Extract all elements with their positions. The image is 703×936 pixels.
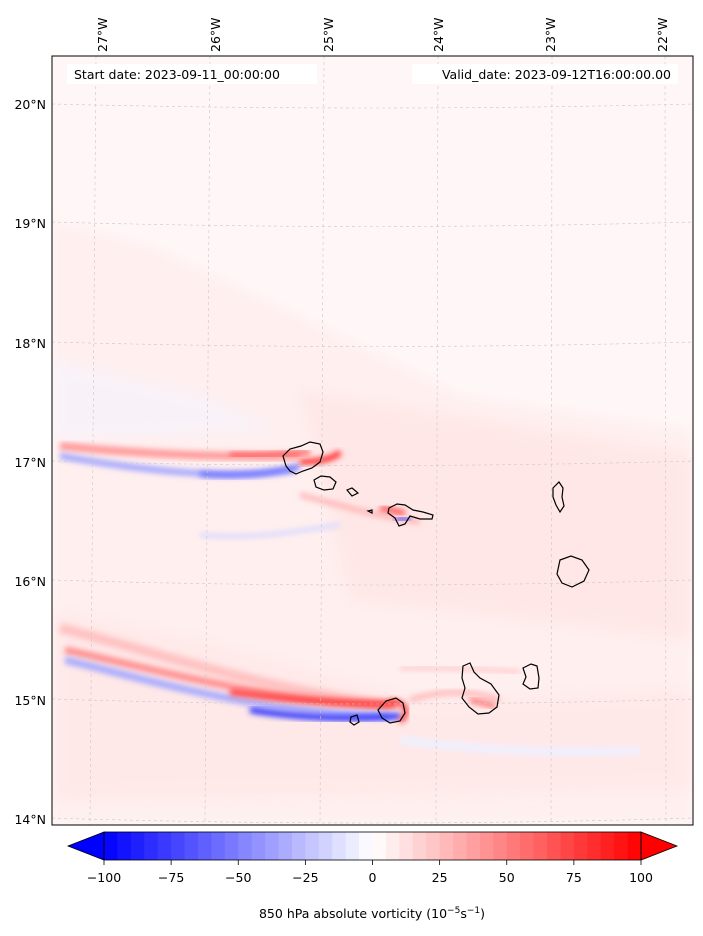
lat-tick: 18°N — [14, 336, 46, 351]
colorbar-segment — [533, 832, 548, 860]
lon-tick: 26°W — [208, 17, 223, 52]
colorbar-segment — [614, 832, 628, 860]
colorbar-segment — [372, 832, 387, 860]
colorbar-segment — [547, 832, 561, 860]
lat-tick: 17°N — [14, 455, 46, 470]
colorbar-segment — [144, 832, 159, 860]
colorbar-segment — [157, 832, 172, 860]
lon-tick: 24°W — [431, 17, 446, 52]
colorbar-segment — [291, 832, 306, 860]
island-santo-antao — [282, 441, 324, 475]
colorbar-segment — [345, 832, 360, 860]
colorbar-tick-label: −100 — [87, 870, 121, 885]
map-frame — [51, 55, 694, 826]
colorbar-segment — [184, 832, 199, 860]
colorbar-tick-label: −75 — [158, 870, 184, 885]
island-brava — [349, 714, 360, 726]
colorbar-segment — [385, 832, 400, 860]
lon-tick: 23°W — [543, 17, 558, 52]
colorbar-segment — [506, 832, 521, 860]
colorbar-segment — [560, 832, 575, 860]
island-sao-nicolau — [387, 503, 434, 527]
lat-tick: 19°N — [14, 216, 46, 231]
colorbar-segment — [453, 832, 467, 860]
island-maio — [522, 663, 540, 690]
lon-tick: 22°W — [655, 17, 670, 52]
colorbar-segment — [224, 832, 239, 860]
island-branco — [366, 509, 373, 514]
lon-tick: 27°W — [95, 17, 110, 52]
lat-tick: 14°N — [14, 812, 46, 827]
colorbar-segment — [359, 832, 373, 860]
island-sao-vicente — [313, 475, 337, 491]
colorbar: −100 −75 −50 −25 0 25 50 75 100 850 hPa absolute… — [66, 831, 679, 921]
colorbar-tick-label: 75 — [566, 870, 582, 885]
vorticity-field — [52, 220, 693, 825]
colorbar-segment — [211, 832, 226, 860]
colorbar-segment — [587, 832, 602, 860]
colorbar-segment — [399, 832, 414, 860]
start-date-label: Start date: 2023-09-11_00:00:00 — [74, 67, 280, 82]
colorbar-segment — [412, 832, 427, 860]
island-santa-luzia — [346, 487, 360, 497]
header-boxes: Start date: 2023-09-11_00:00:00 Valid_da… — [67, 64, 678, 84]
valid-date-label: Valid_date: 2023-09-12T16:00:00.00 — [442, 67, 671, 82]
colorbar-segment — [171, 832, 185, 860]
colorbar-segment — [318, 832, 333, 860]
colorbar-segment — [104, 832, 118, 860]
colorbar-segment — [466, 832, 481, 860]
colorbar-segment — [573, 832, 588, 860]
colorbar-segment — [493, 832, 508, 860]
colorbar-segments — [104, 832, 642, 860]
coastlines — [282, 441, 590, 726]
latitude-labels: 20°N 19°N 18°N 17°N 16°N 15°N 14°N — [14, 97, 46, 827]
colorbar-max-extend — [640, 831, 679, 861]
colorbar-segment — [278, 832, 293, 860]
colorbar-segment — [305, 832, 320, 860]
colorbar-segment — [332, 832, 347, 860]
colorbar-tick-label: 25 — [432, 870, 448, 885]
colorbar-label: 850 hPa absolute vorticity (10−5s−1) — [259, 906, 485, 921]
colorbar-segment — [600, 832, 615, 860]
lat-tick: 15°N — [14, 693, 46, 708]
colorbar-segment — [130, 832, 145, 860]
colorbar-segment — [238, 832, 253, 860]
island-santiago — [461, 662, 500, 715]
colorbar-segment — [197, 832, 212, 860]
colorbar-tick-label: 100 — [629, 870, 653, 885]
island-sal — [552, 481, 565, 514]
gridlines — [52, 56, 693, 825]
island-fogo — [377, 697, 406, 724]
colorbar-min-extend — [66, 831, 105, 861]
colorbar-segment — [479, 832, 494, 860]
colorbar-tick-label: −50 — [225, 870, 251, 885]
colorbar-ticks: −100 −75 −50 −25 0 25 50 75 100 — [87, 860, 653, 885]
colorbar-segment — [265, 832, 279, 860]
colorbar-segment — [627, 832, 642, 860]
colorbar-tick-label: 0 — [369, 870, 377, 885]
lon-tick: 25°W — [321, 17, 336, 52]
longitude-labels: 27°W 26°W 25°W 24°W 23°W 22°W — [95, 17, 670, 52]
lat-tick: 20°N — [14, 97, 46, 112]
colorbar-tick-label: −25 — [292, 870, 318, 885]
lat-tick: 16°N — [14, 574, 46, 589]
colorbar-tick-label: 50 — [499, 870, 515, 885]
map-panel: Start date: 2023-09-11_00:00:00 Valid_da… — [14, 17, 694, 827]
colorbar-segment — [251, 832, 266, 860]
colorbar-segment — [520, 832, 534, 860]
colorbar-segment — [439, 832, 454, 860]
island-boa-vista — [556, 555, 590, 588]
colorbar-segment — [117, 832, 132, 860]
colorbar-segment — [426, 832, 441, 860]
